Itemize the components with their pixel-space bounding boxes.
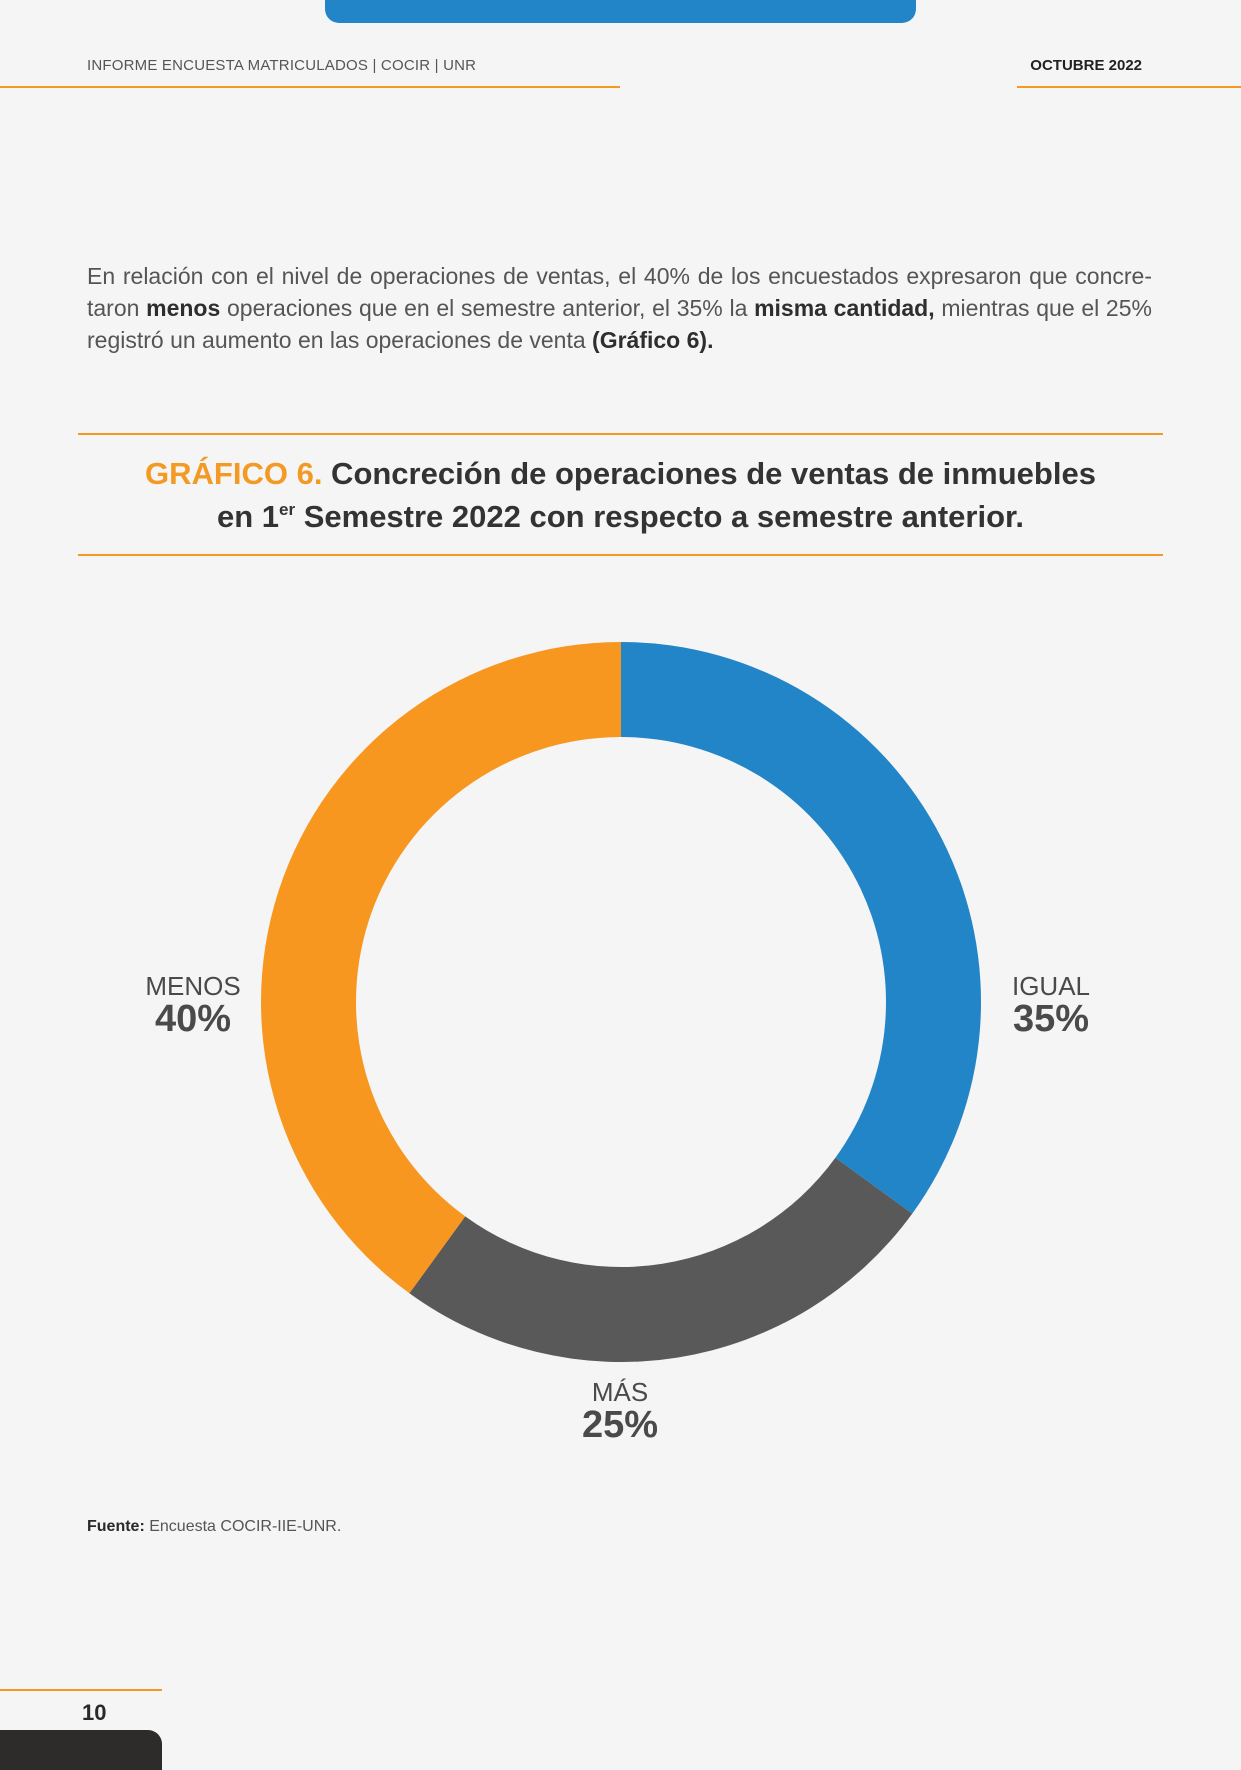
donut-slice-igual: [621, 642, 981, 1214]
report-date-header: OCTUBRE 2022: [1030, 57, 1142, 74]
slice-category-menos: MENOS: [145, 971, 241, 1001]
chart-title-rule-bottom: [78, 554, 1163, 556]
footer-rule: [0, 1689, 162, 1691]
intro-bold-1: menos: [146, 295, 221, 321]
intro-text-2: operaciones que en el semestre anterior,…: [220, 295, 755, 321]
slice-value-mas: 25%: [581, 1404, 659, 1446]
chart-title-sup: er: [279, 500, 296, 519]
chart-number: GRÁFICO 6.: [145, 456, 323, 491]
slice-value-igual: 35%: [1012, 998, 1090, 1040]
source-label: Fuente:: [87, 1518, 145, 1535]
chart-title-line2a: en 1: [216, 499, 280, 534]
intro-bold-3: (Gráfico 6).: [592, 327, 714, 353]
page-number: 10: [82, 1700, 107, 1725]
intro-paragraph: En relación con el nivel de operaciones …: [87, 260, 1152, 356]
footer-block-decoration: [0, 1730, 162, 1770]
donut-slice-menos: [261, 642, 621, 1294]
source-text: Encuesta COCIR-IIE-UNR.: [144, 1518, 342, 1535]
slice-label-menos: MENOS 40%: [93, 972, 293, 1038]
source-note: Fuente: Encuesta COCIR-IIE-UNR.: [87, 1518, 341, 1536]
intro-text-3: mientras que el 25% registró un aumento …: [87, 295, 1152, 353]
slice-label-mas: MÁS 25%: [520, 1378, 720, 1444]
slice-label-igual: IGUAL 35%: [951, 972, 1151, 1038]
chart-title-line1: Concreción de operaciones de ventas de i…: [322, 456, 1096, 491]
chart-title: GRÁFICO 6. Concreción de operaciones de …: [78, 452, 1163, 538]
slice-value-menos: 40%: [154, 998, 232, 1040]
report-title-header: INFORME ENCUESTA MATRICULADOS | COCIR | …: [87, 57, 477, 74]
intro-text-1: En relación con el nivel de operaciones …: [87, 263, 1152, 321]
chart-title-line2b: Semestre 2022 con respecto a semestre an…: [295, 499, 1024, 534]
intro-bold-2: misma cantidad,: [754, 295, 935, 321]
chart-title-rule-top: [78, 433, 1163, 435]
header-tab-decoration: [325, 0, 916, 23]
slice-category-igual: IGUAL: [1011, 971, 1091, 1001]
header-rule-right: [1017, 86, 1241, 88]
donut-slice-mas: [409, 1157, 913, 1362]
slice-category-mas: MÁS: [591, 1377, 649, 1407]
header-rule-left: [0, 86, 620, 88]
